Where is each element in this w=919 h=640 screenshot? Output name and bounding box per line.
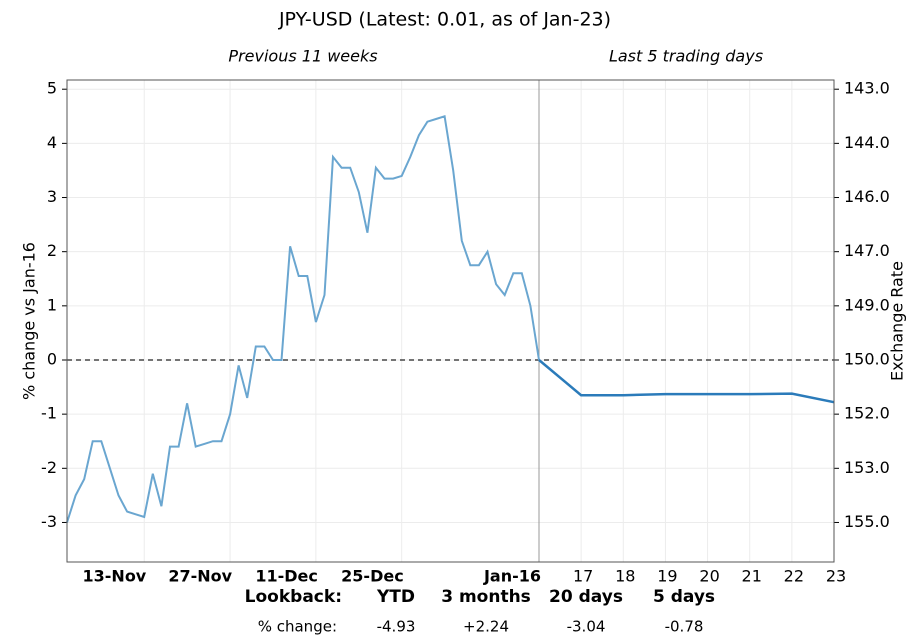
y-tick-label: 3 <box>47 187 57 206</box>
y-tick-label: 0 <box>47 349 57 368</box>
y-tick-label: 1 <box>47 295 57 314</box>
lookback-label: Lookback: <box>245 587 342 607</box>
x-tick-label: 11-Dec <box>255 567 318 586</box>
line-series <box>66 114 540 523</box>
lookback-change: -4.93 <box>377 618 416 636</box>
x-tick-label: 21 <box>742 567 762 586</box>
subtitle-right: Last 5 trading days <box>609 47 763 66</box>
y2-axis-label: Exchange Rate <box>888 261 907 381</box>
x-tick-label: 18 <box>615 567 635 586</box>
y-tick-label: -1 <box>41 404 57 423</box>
x-tick-label: 17 <box>573 567 593 586</box>
subtitle-left: Previous 11 weeks <box>228 47 377 66</box>
change-label: % change: <box>258 618 337 636</box>
y-tick-label: 4 <box>47 133 57 152</box>
y2-tick-label: 144.0 <box>844 133 890 152</box>
y2-tick-label: 147.0 <box>844 241 890 260</box>
x-tick-label: 25-Dec <box>341 567 404 586</box>
x-tick-label: Jan-16 <box>483 567 541 586</box>
y2-tick-label: 152.0 <box>844 404 890 423</box>
y2-tick-label: 155.0 <box>844 512 890 531</box>
y2-tick-label: 143.0 <box>844 79 890 98</box>
x-tick-label: 13-Nov <box>83 567 147 586</box>
x-tick-label: 19 <box>657 567 677 586</box>
y2-tick-label: 153.0 <box>844 458 890 477</box>
y-tick-label: -2 <box>41 458 57 477</box>
lookback-name: 20 days <box>549 587 623 607</box>
y2-tick-label: 146.0 <box>844 187 890 206</box>
plot-frame <box>66 79 835 563</box>
chart-title: JPY-USD (Latest: 0.01, as of Jan-23) <box>278 9 611 31</box>
lookback-name: YTD <box>376 587 415 607</box>
lookback-change: -0.78 <box>665 618 704 636</box>
x-tick-label: 27-Nov <box>168 567 232 586</box>
lookback-name: 5 days <box>653 587 715 607</box>
y-axis-label: % change vs Jan-16 <box>20 242 39 400</box>
x-tick-label: 23 <box>826 567 846 586</box>
lookback-change: +2.24 <box>463 618 509 636</box>
y-tick-label: 5 <box>47 79 57 98</box>
y2-tick-label: 149.0 <box>844 295 890 314</box>
y2-tick-label: 150.0 <box>844 349 890 368</box>
x-tick-label: 20 <box>699 567 719 586</box>
y-tick-label: -3 <box>41 512 57 531</box>
line-series <box>538 359 835 404</box>
y-tick-label: 2 <box>47 241 57 260</box>
lookback-change: -3.04 <box>567 618 606 636</box>
x-tick-label: 22 <box>784 567 804 586</box>
lookback-name: 3 months <box>441 587 531 607</box>
